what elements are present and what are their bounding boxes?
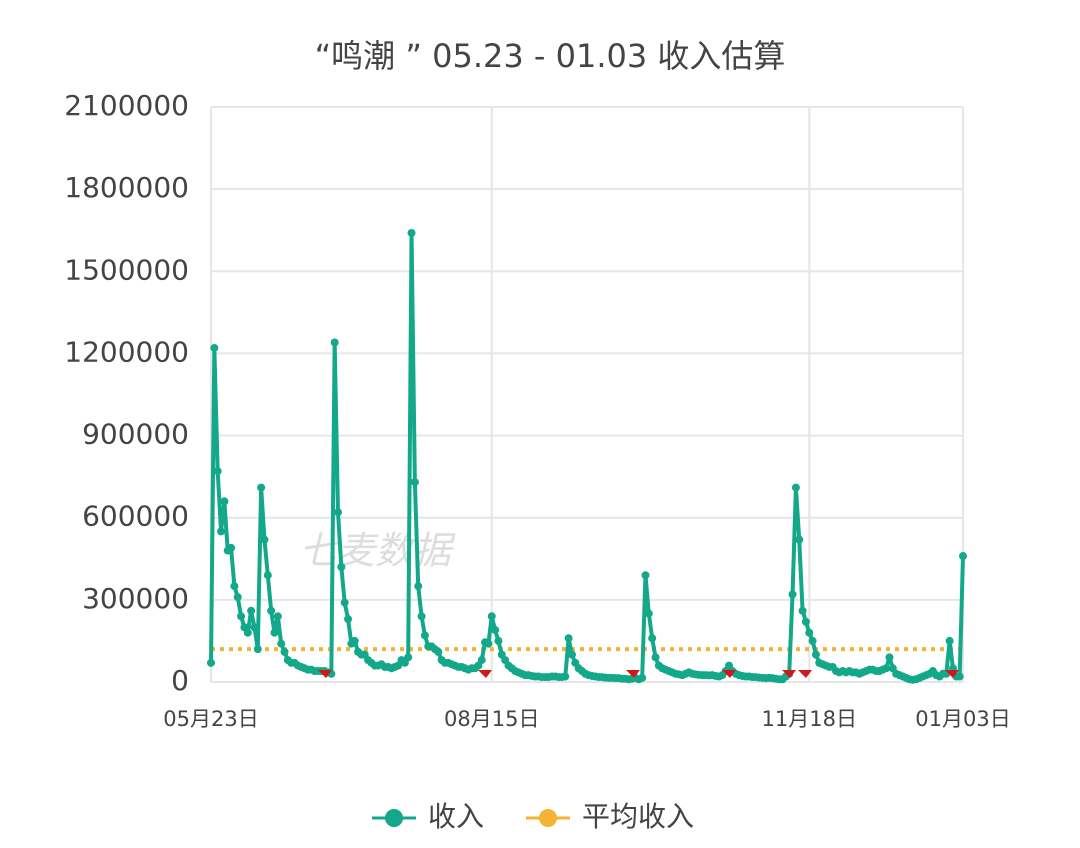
income-point — [651, 653, 660, 662]
income-point — [220, 497, 229, 506]
income-point — [237, 612, 246, 621]
income-point — [788, 590, 797, 599]
legend-label: 平均收入 — [582, 800, 694, 833]
income-point — [253, 645, 262, 654]
income-point — [945, 636, 954, 645]
income-point — [885, 653, 894, 662]
income-point — [260, 535, 269, 544]
y-tick-label: 300000 — [82, 582, 189, 615]
income-point — [808, 636, 817, 645]
income-point — [648, 634, 657, 643]
y-tick-label: 1800000 — [64, 171, 189, 204]
income-point — [407, 228, 416, 237]
income-point — [243, 628, 252, 637]
income-point — [410, 478, 419, 487]
y-tick-label: 2100000 — [64, 89, 189, 122]
income-point — [257, 483, 266, 492]
watermark: 七麦数据 — [299, 529, 456, 573]
income-point — [484, 639, 493, 648]
income-point — [420, 631, 429, 640]
income-point — [641, 571, 650, 580]
income-point — [414, 582, 423, 591]
income-point — [487, 612, 496, 621]
income-point — [955, 672, 964, 681]
income-point — [247, 606, 256, 615]
income-point — [330, 338, 339, 347]
income-point — [277, 639, 286, 648]
y-tick-label: 900000 — [82, 418, 189, 451]
income-point — [207, 658, 215, 667]
income-line — [209, 230, 965, 682]
income-point — [567, 650, 576, 659]
income-point — [491, 625, 500, 634]
income-point — [250, 623, 259, 632]
x-tick-label: 05月23日 — [163, 707, 258, 731]
income-point — [811, 650, 820, 659]
income-point — [263, 571, 272, 580]
income-point — [404, 653, 413, 662]
income-point — [798, 606, 807, 615]
income-point — [270, 628, 279, 637]
flag — [945, 670, 959, 678]
x-tick-label: 01月03日 — [915, 707, 1010, 731]
income-point — [494, 636, 503, 645]
income-point — [334, 508, 343, 517]
flag — [318, 670, 332, 678]
income-point — [564, 634, 573, 643]
flag — [798, 670, 812, 678]
income-point — [561, 672, 570, 681]
income-point — [882, 664, 891, 673]
income-point — [280, 647, 289, 656]
income-point — [795, 535, 804, 544]
income-point — [217, 527, 226, 536]
x-tick-label: 08月15日 — [444, 707, 539, 731]
income-point — [959, 552, 967, 561]
legend-label: 收入 — [428, 800, 484, 833]
x-tick-label: 11月18日 — [762, 707, 857, 731]
flag — [782, 670, 796, 678]
income-point — [210, 343, 219, 352]
flag — [626, 670, 640, 678]
income-point — [233, 593, 242, 602]
income-point — [213, 467, 222, 476]
legend-marker — [385, 809, 403, 827]
y-tick-label: 600000 — [82, 500, 189, 533]
event-flags — [318, 670, 959, 678]
y-tick-label: 1200000 — [64, 335, 189, 368]
legend-marker — [539, 809, 557, 827]
y-tick-label: 0 — [171, 664, 189, 697]
income-point — [273, 612, 282, 621]
flag — [722, 670, 736, 678]
income-point — [417, 612, 426, 621]
income-point — [337, 563, 346, 571]
income-point — [344, 615, 353, 624]
income-point — [350, 636, 359, 645]
income-point — [638, 673, 647, 682]
income-point — [644, 609, 653, 618]
income-point — [267, 606, 276, 615]
income-point — [805, 628, 814, 637]
income-point — [801, 617, 810, 626]
income-point — [434, 647, 443, 656]
income-point — [340, 598, 349, 607]
income-point — [230, 582, 239, 591]
y-tick-label: 1500000 — [64, 253, 189, 286]
income-point — [791, 483, 800, 492]
flag — [478, 670, 492, 678]
income-point — [477, 656, 486, 665]
income-point — [227, 543, 236, 552]
chart-title: “鸣潮 ” 05.23 - 01.03 收入估算 — [315, 37, 786, 75]
